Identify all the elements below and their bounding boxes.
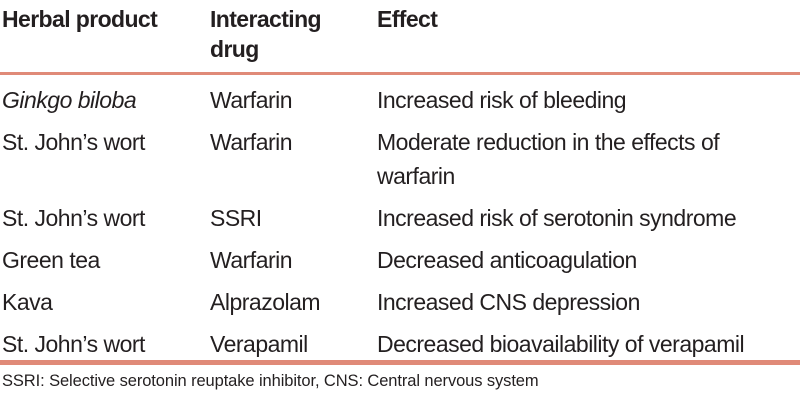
table-header: Herbal product Interacting drug Effect (0, 0, 800, 74)
cell-interacting-drug: Verapamil (210, 331, 308, 357)
herb-drug-interaction-table-container: Herbal product Interacting drug Effect G… (0, 0, 800, 368)
table-row: Green tea Warfarin Decreased anticoagula… (0, 239, 800, 281)
cell-herbal-product: Kava (2, 289, 53, 315)
header-effect: Effect (377, 6, 438, 32)
cell-herbal-product: Green tea (2, 247, 100, 273)
cell-interacting-drug: SSRI (210, 205, 262, 231)
table-row: Kava Alprazolam Increased CNS depression (0, 281, 800, 323)
cell-herbal-product: Ginkgo biloba (2, 87, 137, 113)
herb-drug-interaction-table: Herbal product Interacting drug Effect G… (0, 0, 800, 368)
header-interacting-drug-line1: Interacting (210, 6, 322, 32)
cell-herbal-product: St. John’s wort (2, 129, 145, 155)
table-row: St. John’s wort Warfarin Moderate reduct… (0, 121, 800, 197)
cell-effect: Increased risk of bleeding (377, 87, 627, 113)
cell-effect: Decreased anticoagulation (377, 247, 637, 273)
table-body: Ginkgo biloba Warfarin Increased risk of… (0, 74, 800, 368)
table-row: St. John’s wort Verapamil Decreased bioa… (0, 323, 800, 367)
cell-effect: Increased CNS depression (377, 289, 640, 315)
cell-herbal-product: St. John’s wort (2, 205, 145, 231)
cell-interacting-drug: Warfarin (210, 247, 293, 273)
table-row: St. John’s wort SSRI Increased risk of s… (0, 197, 800, 239)
cell-effect: Increased risk of serotonin syndrome (377, 205, 737, 231)
header-herbal-product: Herbal product (2, 6, 158, 32)
header-interacting-drug: Interacting drug (208, 0, 375, 74)
cell-interacting-drug: Warfarin (210, 87, 293, 113)
header-interacting-drug-line2: drug (210, 36, 259, 62)
table-bottom-rule (0, 360, 800, 365)
cell-interacting-drug: Warfarin (210, 129, 293, 155)
cell-effect: Moderate reduction in the effects of war… (377, 129, 720, 189)
cell-effect: Decreased bioavailability of verapamil (377, 331, 745, 357)
header-row: Herbal product Interacting drug Effect (0, 0, 800, 74)
table-footnote: SSRI: Selective serotonin reuptake inhib… (2, 372, 539, 390)
cell-interacting-drug: Alprazolam (210, 289, 321, 315)
table-row: Ginkgo biloba Warfarin Increased risk of… (0, 74, 800, 122)
cell-herbal-product: St. John’s wort (2, 331, 145, 357)
